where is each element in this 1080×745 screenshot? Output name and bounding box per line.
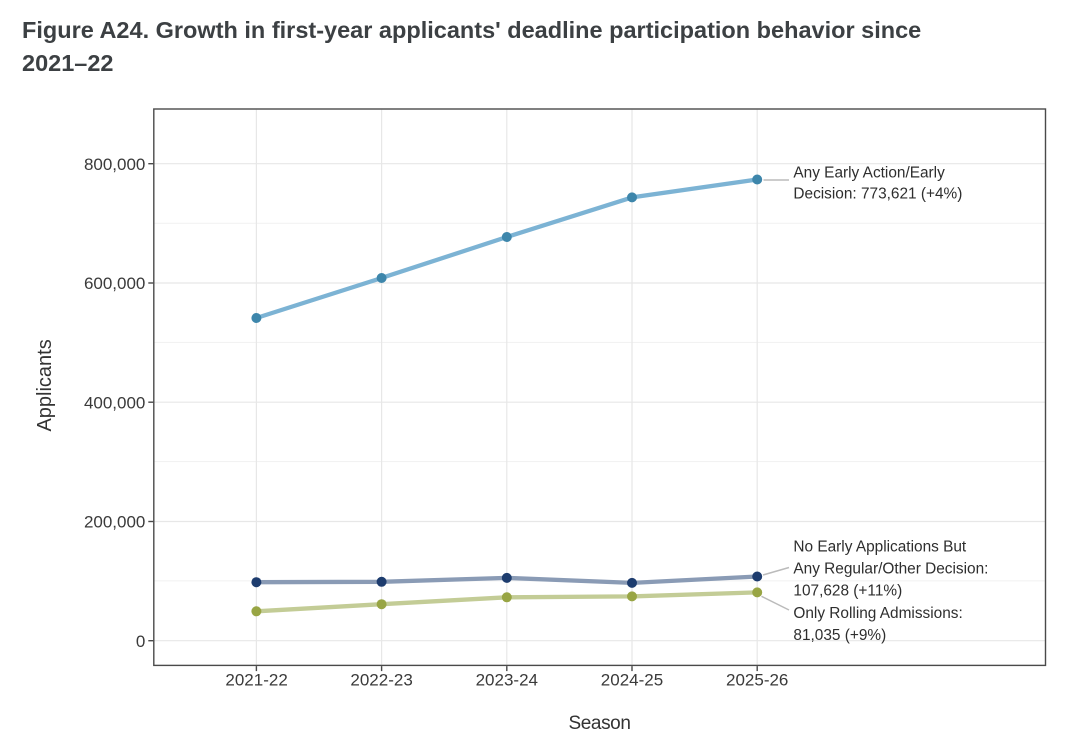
svg-text:81,035 (+9%): 81,035 (+9%) <box>793 627 886 644</box>
svg-text:2025-26: 2025-26 <box>726 671 788 690</box>
svg-text:200,000: 200,000 <box>84 513 145 532</box>
svg-text:Any Regular/Other Decision:: Any Regular/Other Decision: <box>793 561 988 578</box>
svg-text:600,000: 600,000 <box>84 274 145 293</box>
svg-text:2023-24: 2023-24 <box>476 671 538 690</box>
svg-text:Any Early Action/Early: Any Early Action/Early <box>793 165 945 182</box>
svg-text:0: 0 <box>136 632 145 651</box>
svg-text:Applicants: Applicants <box>34 339 56 431</box>
svg-text:2021–22: 2021–22 <box>22 50 114 76</box>
svg-text:800,000: 800,000 <box>84 155 145 174</box>
svg-text:No Early Applications But: No Early Applications But <box>793 538 967 555</box>
svg-text:Decision: 773,621 (+4%): Decision: 773,621 (+4%) <box>793 186 962 203</box>
svg-text:Season: Season <box>568 713 630 734</box>
svg-text:Only Rolling Admissions:: Only Rolling Admissions: <box>793 605 962 622</box>
svg-text:2024-25: 2024-25 <box>601 671 663 690</box>
svg-text:400,000: 400,000 <box>84 393 145 412</box>
svg-text:2021-22: 2021-22 <box>225 671 287 690</box>
svg-text:107,628 (+11%): 107,628 (+11%) <box>793 583 902 600</box>
svg-text:Figure A24. Growth in first-ye: Figure A24. Growth in first-year applica… <box>22 17 921 43</box>
svg-text:2022-23: 2022-23 <box>350 671 412 690</box>
